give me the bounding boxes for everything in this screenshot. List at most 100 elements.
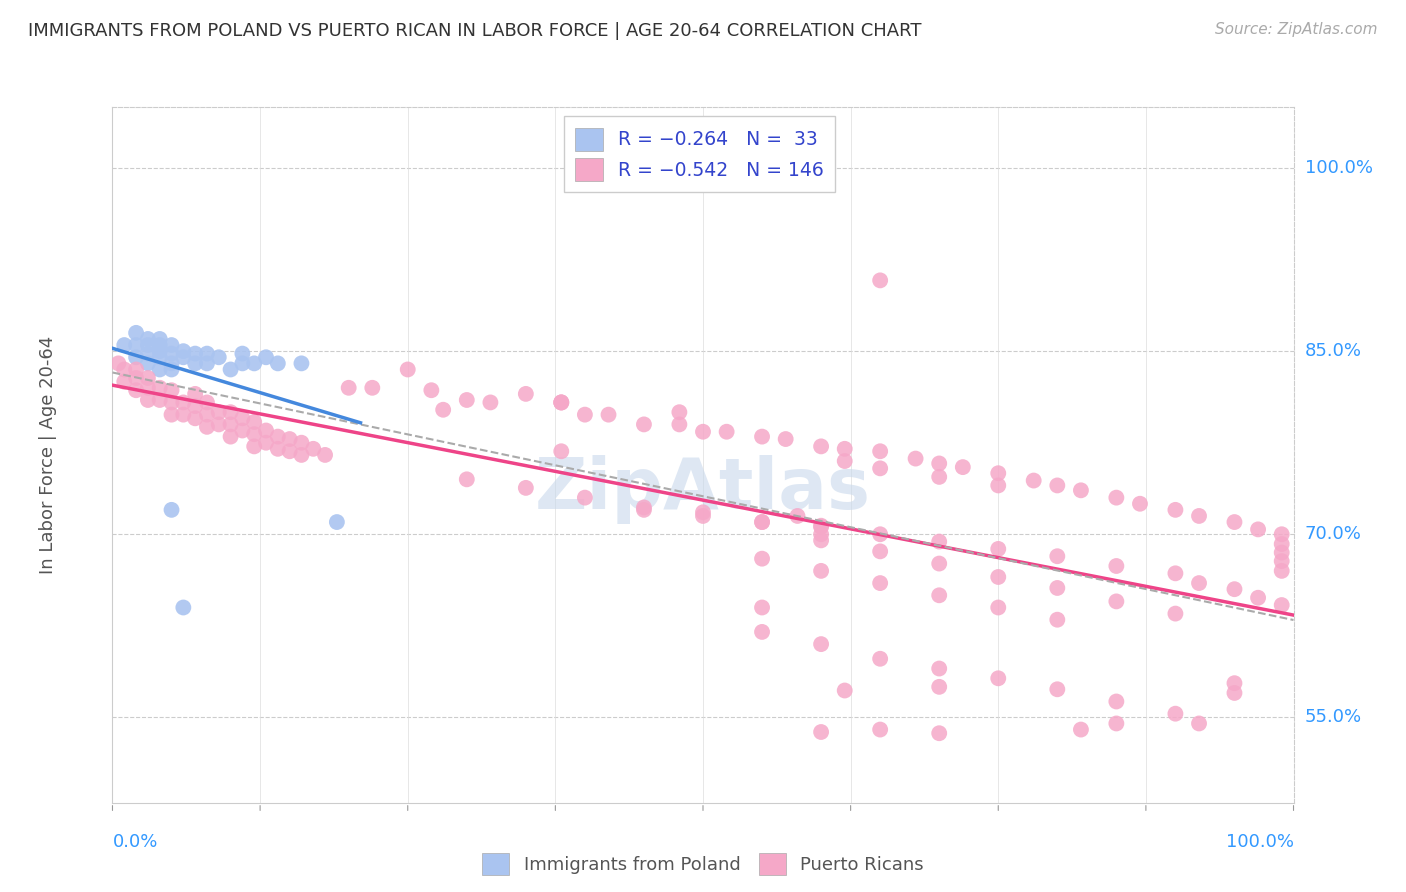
Point (136, 356, 159, 370)
Point (515, 387, 537, 401)
Point (149, 351, 172, 365)
Point (1247, 591, 1270, 605)
Point (928, 680, 950, 694)
Point (1223, 676, 1246, 690)
Point (160, 383, 183, 397)
Point (172, 408, 194, 422)
Point (136, 392, 159, 407)
Point (231, 356, 253, 370)
Point (810, 439, 832, 453)
Point (1105, 716, 1128, 731)
Point (1223, 686, 1246, 700)
Point (160, 503, 183, 517)
Point (267, 356, 290, 370)
Point (160, 346, 183, 360)
Point (208, 405, 231, 419)
Point (633, 500, 655, 515)
Text: 85.0%: 85.0% (1305, 343, 1361, 360)
Point (1046, 581, 1069, 595)
Point (1271, 527, 1294, 541)
Point (1022, 474, 1045, 488)
Text: 100.0%: 100.0% (1305, 159, 1372, 178)
Point (810, 518, 832, 533)
Point (716, 425, 738, 439)
Point (810, 533, 832, 548)
Point (195, 346, 218, 360)
Point (904, 451, 927, 466)
Point (125, 362, 148, 376)
Point (219, 405, 242, 419)
Point (1046, 682, 1069, 697)
Point (337, 381, 360, 395)
Point (869, 652, 891, 666)
Point (396, 362, 419, 376)
Point (290, 435, 312, 450)
Point (136, 338, 159, 352)
Point (1164, 607, 1187, 621)
Point (810, 527, 832, 541)
Point (692, 508, 714, 523)
Point (1105, 594, 1128, 608)
Point (112, 375, 135, 389)
Point (149, 381, 172, 395)
Point (574, 491, 596, 505)
Point (136, 332, 159, 346)
Point (243, 356, 266, 370)
Point (869, 544, 891, 558)
Point (254, 351, 277, 365)
Point (1223, 582, 1246, 597)
Point (633, 503, 655, 517)
Point (361, 381, 384, 395)
Point (1271, 564, 1294, 578)
Text: ZipAtlas: ZipAtlas (536, 455, 870, 524)
Text: 100.0%: 100.0% (1226, 833, 1294, 851)
Point (149, 362, 172, 376)
Point (160, 395, 183, 409)
Point (1105, 559, 1128, 574)
Point (810, 725, 832, 739)
Point (432, 402, 454, 417)
Point (1188, 716, 1211, 731)
Point (231, 424, 253, 438)
Text: 0.0%: 0.0% (112, 833, 157, 851)
Point (1046, 478, 1069, 492)
Point (1046, 613, 1069, 627)
Point (633, 417, 655, 432)
Point (1164, 706, 1187, 721)
Point (172, 344, 194, 359)
Point (1247, 522, 1270, 536)
Point (112, 338, 135, 352)
Point (195, 408, 218, 422)
Point (125, 383, 148, 397)
Point (254, 435, 277, 450)
Point (1223, 515, 1246, 529)
Point (550, 395, 572, 409)
Point (112, 362, 135, 376)
Point (160, 408, 183, 422)
Point (208, 417, 231, 432)
Point (136, 371, 159, 385)
Point (172, 600, 194, 615)
Point (125, 351, 148, 365)
Point (195, 356, 218, 370)
Point (243, 415, 266, 429)
Point (1188, 508, 1211, 523)
Point (668, 417, 690, 432)
Point (184, 346, 207, 360)
Point (290, 356, 312, 370)
Point (160, 356, 183, 370)
Point (1271, 537, 1294, 551)
Point (1271, 598, 1294, 612)
Point (136, 381, 159, 395)
Point (278, 432, 301, 446)
Point (184, 356, 207, 370)
Point (219, 417, 242, 432)
Point (786, 508, 808, 523)
Point (515, 481, 537, 495)
Point (834, 442, 856, 456)
Point (208, 351, 231, 365)
Point (987, 570, 1010, 584)
Point (1070, 723, 1092, 737)
Point (479, 395, 502, 409)
Point (136, 346, 159, 360)
